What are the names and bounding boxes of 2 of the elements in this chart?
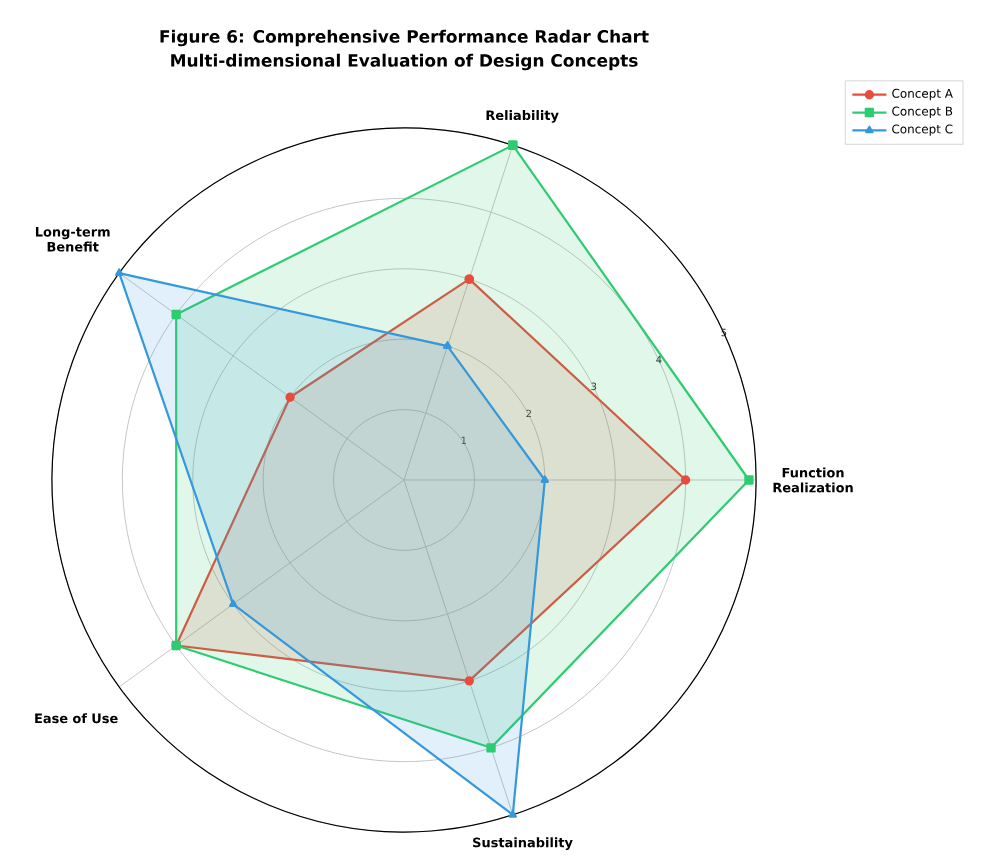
chart-subtitle: Multi-dimensional Evaluation of Design Concepts [171,53,638,71]
chart-title: Figure 6: Comprehensive Performance Radar Chart [160,29,649,47]
